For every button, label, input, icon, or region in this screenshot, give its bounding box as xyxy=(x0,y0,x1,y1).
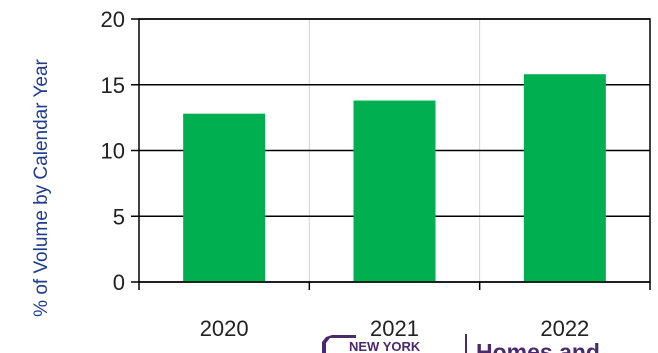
y-tick-label: 5 xyxy=(113,204,125,229)
logo: NEW YORK Homes and xyxy=(322,334,600,353)
y-tick-labels: 0 5 10 15 20 xyxy=(101,7,125,295)
y-tick-label: 0 xyxy=(113,270,125,295)
x-tick-label: 2022 xyxy=(540,316,589,341)
y-tick-label: 10 xyxy=(101,139,125,164)
ny-state-outline-icon xyxy=(322,335,356,353)
logo-state-text: NEW YORK xyxy=(349,339,421,353)
bars xyxy=(183,74,606,283)
logo-divider xyxy=(465,334,467,353)
y-tick-label: 20 xyxy=(101,7,125,32)
logo-brand-text: Homes and xyxy=(476,339,600,353)
y-axis-label: % of Volume by Calendar Year xyxy=(31,58,52,316)
x-tick-labels: 2020 2021 2022 xyxy=(200,316,590,341)
bar-2020 xyxy=(183,113,266,283)
axes xyxy=(131,18,651,290)
y-tick-label: 15 xyxy=(101,73,125,98)
bar-2021 xyxy=(353,100,436,282)
x-tick-label: 2021 xyxy=(370,316,419,341)
x-tick-label: 2020 xyxy=(200,316,249,341)
bar-2022 xyxy=(523,74,606,282)
